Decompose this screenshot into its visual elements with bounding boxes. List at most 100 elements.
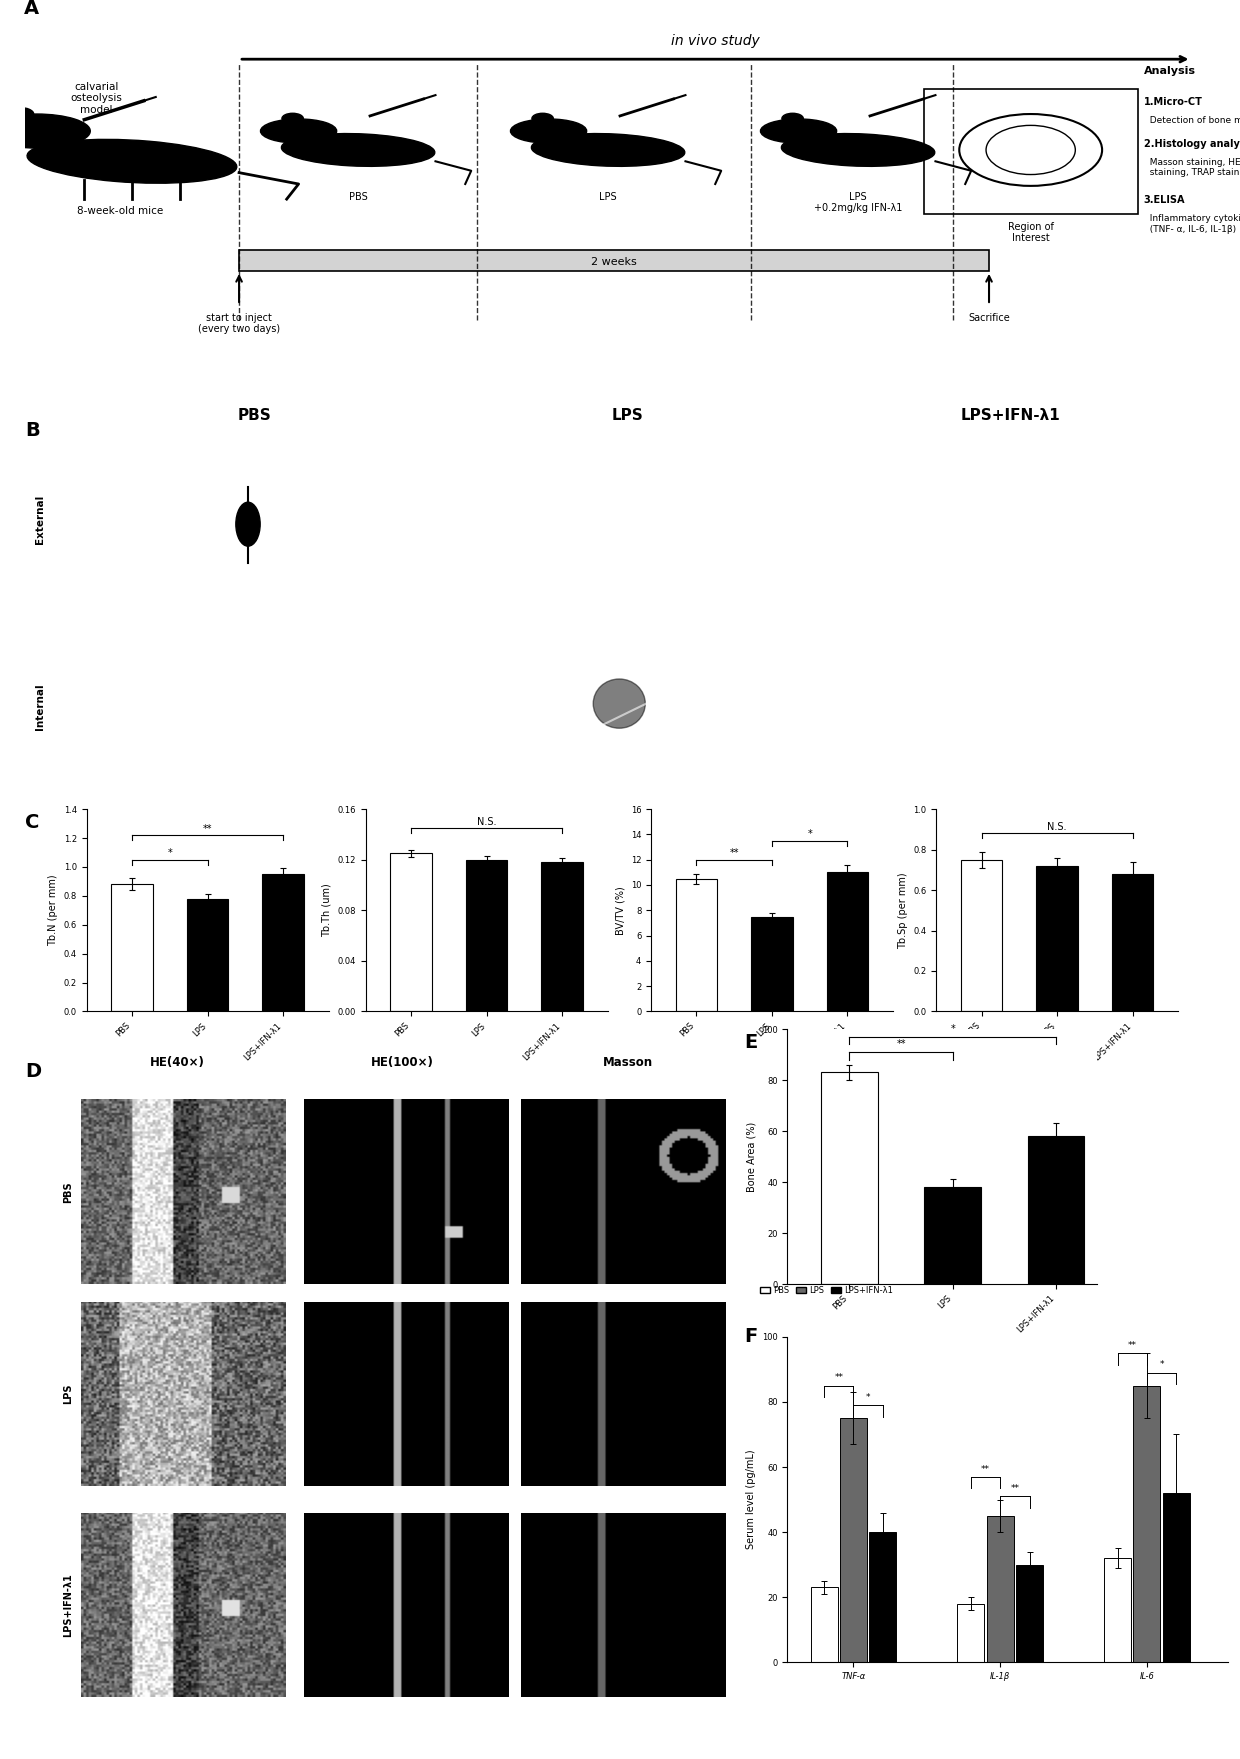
Bar: [1028, 1136, 1085, 1284]
Text: in vivo study: in vivo study: [671, 33, 760, 47]
Y-axis label: Tb.Th (um): Tb.Th (um): [322, 883, 332, 938]
Text: 1.Micro-CT: 1.Micro-CT: [1143, 97, 1203, 107]
Text: calvarial
osteolysis
model: calvarial osteolysis model: [71, 83, 123, 114]
Text: PBS: PBS: [348, 192, 367, 202]
Ellipse shape: [281, 134, 435, 167]
Ellipse shape: [217, 491, 279, 565]
Y-axis label: BV/TV (%): BV/TV (%): [615, 887, 625, 934]
Bar: [827, 872, 868, 1011]
Text: Masson staining, HE
  staining, TRAP staining: Masson staining, HE staining, TRAP stain…: [1143, 158, 1240, 178]
Text: Inflammatory cytokines
  (TNF- α, IL-6, IL-1β): Inflammatory cytokines (TNF- α, IL-6, IL…: [1143, 215, 1240, 234]
Text: **: **: [729, 848, 739, 858]
Ellipse shape: [536, 464, 668, 556]
Ellipse shape: [630, 517, 692, 556]
Bar: [187, 899, 228, 1011]
Ellipse shape: [281, 113, 304, 123]
Bar: [466, 860, 507, 1011]
Text: Internal: Internal: [35, 684, 46, 730]
Text: start to inject
(every two days): start to inject (every two days): [198, 313, 280, 334]
Ellipse shape: [27, 139, 237, 183]
Text: **: **: [981, 1465, 990, 1474]
Legend: PBS, LPS, LPS+IFN-λ1: PBS, LPS, LPS+IFN-λ1: [756, 1282, 897, 1298]
Bar: [821, 1073, 878, 1284]
Text: 3.ELISA: 3.ELISA: [1143, 195, 1185, 206]
Ellipse shape: [929, 709, 985, 748]
Ellipse shape: [4, 107, 33, 121]
Bar: [987, 1516, 1013, 1662]
Text: *: *: [866, 1393, 870, 1402]
Text: **: **: [835, 1374, 843, 1383]
Bar: [1104, 1558, 1131, 1662]
Circle shape: [0, 114, 91, 148]
Text: *: *: [807, 828, 812, 839]
Text: A: A: [24, 0, 38, 18]
Text: 2.Histology analysis: 2.Histology analysis: [1143, 139, 1240, 148]
Text: *: *: [1159, 1360, 1164, 1369]
Text: C: C: [25, 813, 40, 832]
Ellipse shape: [557, 665, 682, 756]
Bar: [839, 1418, 867, 1662]
Text: External: External: [35, 494, 46, 544]
Text: N.S.: N.S.: [1048, 821, 1066, 832]
Bar: [1112, 874, 1153, 1011]
Text: LPS: LPS: [599, 192, 618, 202]
Y-axis label: Bone Area (%): Bone Area (%): [746, 1122, 756, 1191]
Bar: [957, 1604, 985, 1662]
Text: LPS
+0.2mg/kg IFN-λ1: LPS +0.2mg/kg IFN-λ1: [813, 192, 903, 213]
Text: E: E: [744, 1033, 758, 1052]
Ellipse shape: [182, 702, 231, 741]
Text: Sacrifice: Sacrifice: [968, 313, 1009, 322]
Ellipse shape: [593, 679, 645, 728]
Text: Detection of bone mass: Detection of bone mass: [1143, 116, 1240, 125]
Y-axis label: Tb.N (per mm): Tb.N (per mm): [48, 874, 58, 946]
Circle shape: [511, 120, 587, 142]
Text: F: F: [744, 1326, 758, 1346]
Text: **: **: [897, 1040, 905, 1050]
Ellipse shape: [1003, 517, 1049, 549]
Text: Analysis: Analysis: [1143, 67, 1195, 76]
Bar: [924, 90, 1138, 215]
Text: HE(40×): HE(40×): [150, 1055, 205, 1069]
Text: *: *: [950, 1024, 955, 1034]
Text: Masson: Masson: [604, 1055, 653, 1069]
Bar: [1037, 865, 1078, 1011]
Text: 2 weeks: 2 weeks: [591, 257, 637, 267]
Bar: [391, 853, 432, 1011]
Ellipse shape: [532, 113, 553, 123]
Ellipse shape: [1019, 690, 1060, 718]
Ellipse shape: [782, 113, 804, 123]
Bar: [112, 885, 153, 1011]
Bar: [1016, 1566, 1043, 1662]
Bar: [263, 874, 304, 1011]
Bar: [239, 250, 990, 271]
Circle shape: [260, 120, 337, 142]
Text: LPS: LPS: [63, 1384, 73, 1404]
Text: **: **: [1011, 1485, 1019, 1493]
Y-axis label: Tb.Sp (per mm): Tb.Sp (per mm): [898, 872, 908, 948]
Ellipse shape: [236, 503, 260, 545]
Text: HE(100×): HE(100×): [371, 1055, 434, 1069]
Text: **: **: [203, 823, 212, 834]
Text: D: D: [25, 1062, 41, 1082]
Text: LPS+IFN-λ1: LPS+IFN-λ1: [63, 1573, 73, 1638]
Ellipse shape: [781, 134, 935, 167]
Bar: [811, 1587, 837, 1662]
Text: PBS: PBS: [63, 1180, 73, 1203]
Bar: [961, 860, 1002, 1011]
Text: N.S.: N.S.: [477, 816, 496, 827]
Bar: [924, 1187, 981, 1284]
Text: Region of
Interest: Region of Interest: [1008, 222, 1054, 243]
Bar: [869, 1532, 897, 1662]
Bar: [1163, 1493, 1189, 1662]
Bar: [676, 880, 717, 1011]
Bar: [1133, 1386, 1161, 1662]
Text: **: **: [1127, 1340, 1137, 1349]
Text: *: *: [167, 848, 172, 858]
Text: LPS: LPS: [611, 408, 644, 422]
Text: LPS+IFN-λ1: LPS+IFN-λ1: [961, 408, 1061, 422]
Ellipse shape: [532, 134, 684, 167]
Text: PBS: PBS: [238, 408, 272, 422]
Bar: [751, 916, 792, 1011]
Text: 8-week-old mice: 8-week-old mice: [77, 206, 164, 216]
Text: B: B: [25, 420, 40, 440]
